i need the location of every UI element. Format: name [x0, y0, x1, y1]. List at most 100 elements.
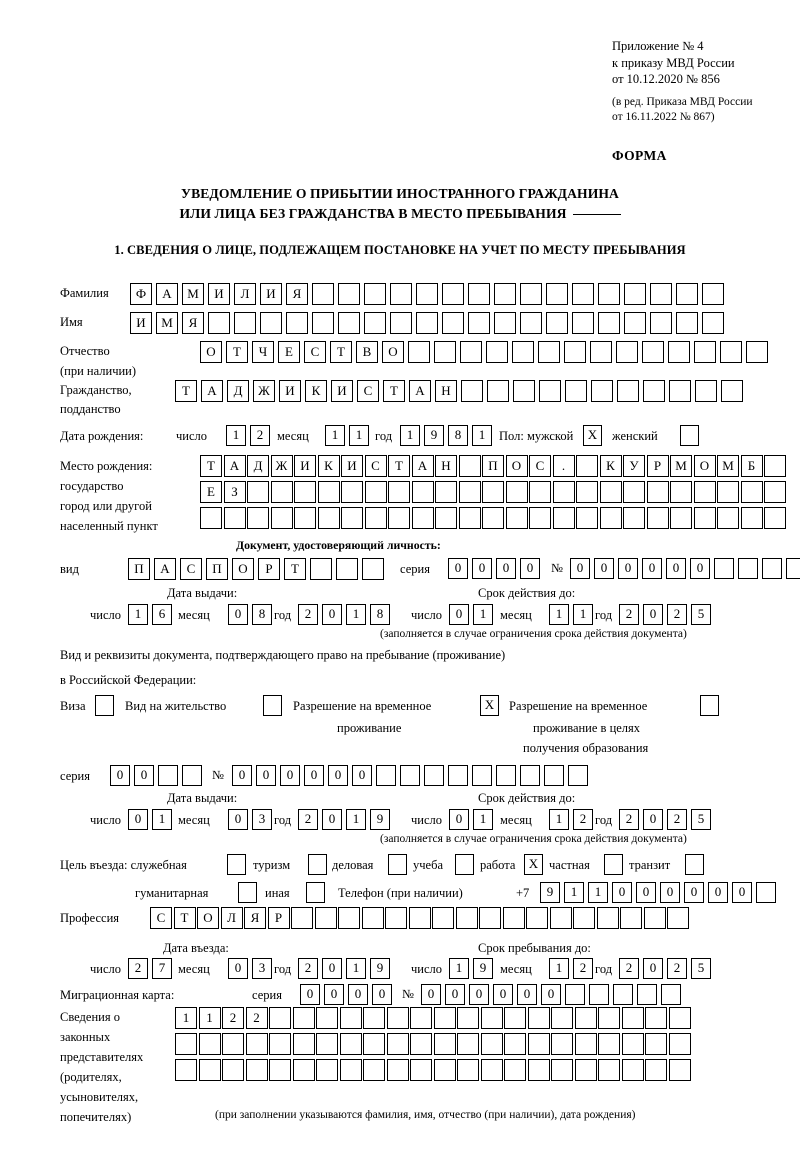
- birth-place-r2-cell[interactable]: [435, 481, 457, 503]
- patronymic-cell[interactable]: С: [304, 341, 326, 363]
- permit-series-cell[interactable]: [158, 765, 178, 786]
- surname-cell[interactable]: [676, 283, 698, 305]
- phone-cell[interactable]: 0: [708, 882, 728, 903]
- birth-place-r3-cell[interactable]: [670, 507, 692, 529]
- legal-rep-r1-cell[interactable]: [527, 1007, 550, 1029]
- birth-place-r3-cell[interactable]: [576, 507, 598, 529]
- birth-place-r1-cell[interactable]: Ж: [270, 455, 293, 477]
- permit-issue-month-cell[interactable]: 0: [228, 809, 248, 830]
- document-number-cell[interactable]: 0: [690, 558, 710, 579]
- surname-cell[interactable]: [546, 283, 568, 305]
- profession-cell[interactable]: [338, 907, 360, 929]
- surname-cell[interactable]: [416, 283, 438, 305]
- legal-rep-r1-cell[interactable]: [316, 1007, 338, 1029]
- birth-place-r2-cell[interactable]: [411, 481, 434, 503]
- permit-number-cell[interactable]: [424, 765, 444, 786]
- name-cell[interactable]: М: [156, 312, 178, 334]
- permit-valid-year-cell[interactable]: 2: [619, 809, 639, 830]
- patronymic-cell[interactable]: Т: [226, 341, 248, 363]
- profession-cell[interactable]: С: [150, 907, 172, 929]
- profession-cell[interactable]: [432, 907, 454, 929]
- birth-place-r1-cell[interactable]: П: [482, 455, 504, 477]
- birth-place-r3-cell[interactable]: [646, 507, 669, 529]
- birth-place-r2-cell[interactable]: [505, 481, 528, 503]
- citizenship-cell[interactable]: [539, 380, 561, 402]
- birth-place-r1-cell[interactable]: С: [364, 455, 387, 477]
- birth-place-r2-cell[interactable]: [693, 481, 716, 503]
- birth-year-cell[interactable]: 1: [400, 425, 420, 446]
- patronymic-cell[interactable]: О: [382, 341, 404, 363]
- patronymic-cell[interactable]: [434, 341, 456, 363]
- legal-rep-r1-cell[interactable]: 2: [222, 1007, 244, 1029]
- doc-valid-day-cell[interactable]: 1: [473, 604, 493, 625]
- legal-rep-r1-cell[interactable]: [363, 1007, 385, 1029]
- birth-year-cell[interactable]: 8: [448, 425, 468, 446]
- permit-number-cell[interactable]: 0: [352, 765, 372, 786]
- permit-valid-day-cell[interactable]: 0: [449, 809, 469, 830]
- birth-place-r1-cell[interactable]: О: [693, 455, 716, 477]
- legal-rep-r1-cell[interactable]: [339, 1007, 362, 1029]
- legal-rep-r2-cell[interactable]: [316, 1033, 338, 1055]
- legal-rep-r3-cell[interactable]: [269, 1059, 291, 1081]
- surname-cell[interactable]: Ф: [130, 283, 152, 305]
- birth-place-r1-cell[interactable]: О: [505, 455, 528, 477]
- permit-number-cell[interactable]: [496, 765, 516, 786]
- purpose-study-checkbox[interactable]: [455, 854, 474, 875]
- purpose-business-checkbox[interactable]: [388, 854, 407, 875]
- citizenship-cell[interactable]: С: [357, 380, 379, 402]
- document-kind-cell[interactable]: О: [232, 558, 254, 580]
- birth-day-cell[interactable]: 1: [226, 425, 246, 446]
- birth-place-r1-cell[interactable]: [576, 455, 598, 477]
- legal-rep-r3-cell[interactable]: [363, 1059, 385, 1081]
- permit-series-cell[interactable]: 0: [110, 765, 130, 786]
- migration-card-number-cell[interactable]: [565, 984, 585, 1005]
- residence-permit-checkbox[interactable]: [263, 695, 282, 716]
- permit-valid-month-cell[interactable]: 1: [549, 809, 569, 830]
- doc-issue-year-cell[interactable]: 2: [298, 604, 318, 625]
- name-cell[interactable]: [624, 312, 646, 334]
- permit-number-cell[interactable]: [376, 765, 396, 786]
- permit-series-cell[interactable]: 0: [134, 765, 154, 786]
- document-kind-cell[interactable]: Т: [284, 558, 306, 580]
- birth-place-r3-cell[interactable]: [317, 507, 340, 529]
- legal-rep-r1-cell[interactable]: [480, 1007, 503, 1029]
- doc-issue-day-cell[interactable]: 6: [152, 604, 172, 625]
- birth-place-r1-cell[interactable]: Т: [200, 455, 222, 477]
- name-cell[interactable]: И: [130, 312, 152, 334]
- birth-month-cell[interactable]: 1: [349, 425, 369, 446]
- legal-rep-r3-cell[interactable]: [480, 1059, 503, 1081]
- surname-cell[interactable]: [338, 283, 360, 305]
- sex-male-checkbox[interactable]: X: [583, 425, 602, 446]
- citizenship-cell[interactable]: [669, 380, 691, 402]
- stay-year-cell[interactable]: 0: [643, 958, 663, 979]
- surname-cell[interactable]: [468, 283, 490, 305]
- birth-place-r3-cell[interactable]: [505, 507, 528, 529]
- permit-number-cell[interactable]: [520, 765, 540, 786]
- surname-cell[interactable]: [702, 283, 724, 305]
- purpose-transit-checkbox[interactable]: [685, 854, 704, 875]
- document-number-cell[interactable]: 0: [594, 558, 614, 579]
- stay-month-cell[interactable]: 2: [573, 958, 593, 979]
- name-cell[interactable]: [468, 312, 490, 334]
- entry-month-cell[interactable]: 3: [252, 958, 272, 979]
- patronymic-cell[interactable]: [642, 341, 664, 363]
- document-number-cell[interactable]: 0: [642, 558, 662, 579]
- citizenship-cell[interactable]: Н: [435, 380, 457, 402]
- legal-rep-r2-cell[interactable]: [551, 1033, 573, 1055]
- surname-cell[interactable]: [312, 283, 334, 305]
- migration-card-series-cell[interactable]: 0: [372, 984, 392, 1005]
- legal-rep-r1-cell[interactable]: 1: [198, 1007, 221, 1029]
- legal-rep-r2-cell[interactable]: [175, 1033, 197, 1055]
- birth-place-r3-cell[interactable]: [411, 507, 434, 529]
- citizenship-cell[interactable]: И: [279, 380, 301, 402]
- profession-cell[interactable]: [549, 907, 572, 929]
- permit-valid-year-cell[interactable]: 2: [667, 809, 687, 830]
- legal-rep-r2-cell[interactable]: [457, 1033, 479, 1055]
